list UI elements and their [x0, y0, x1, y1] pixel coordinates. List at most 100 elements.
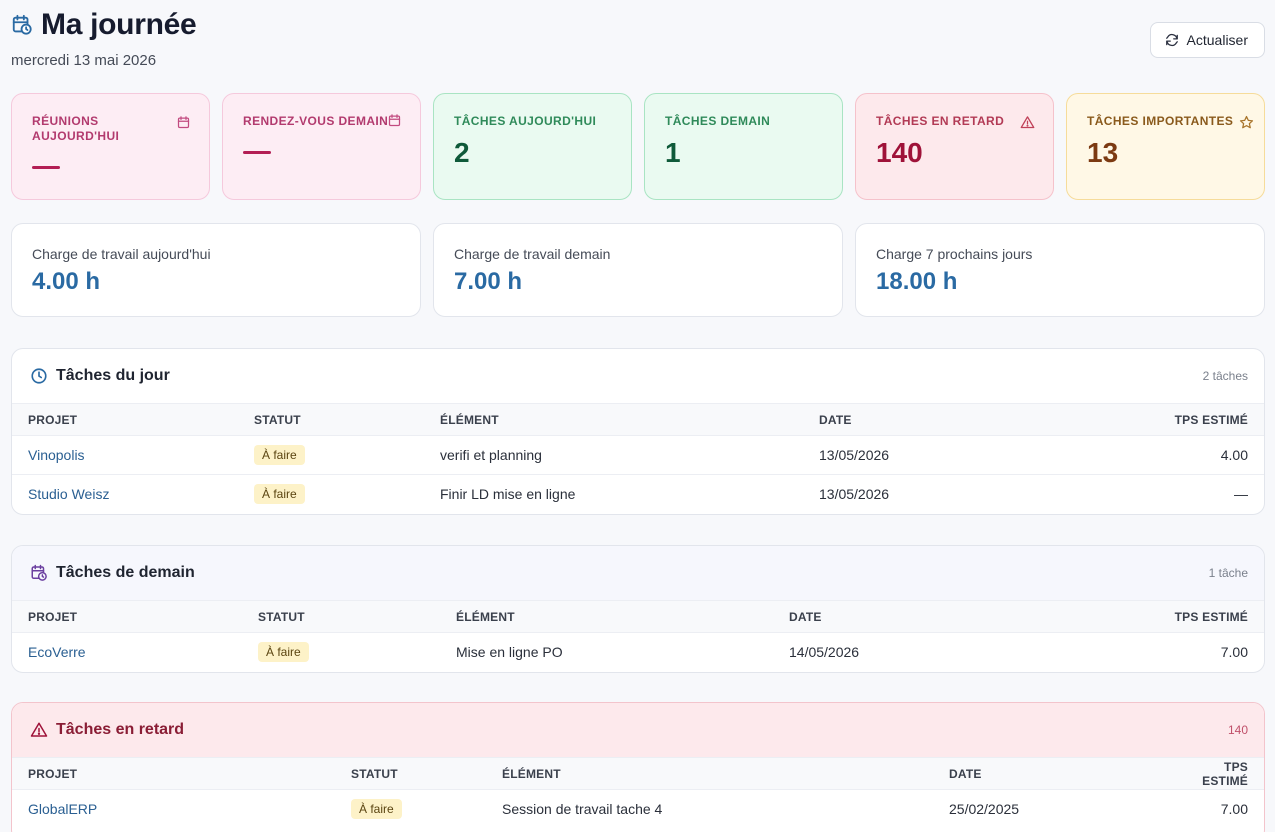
- stat-label: Tâches en retard: [876, 114, 1005, 128]
- column-element[interactable]: ÉLÉMENT: [424, 403, 803, 436]
- warning-icon: [30, 722, 48, 737]
- status-badge: À faire: [254, 445, 305, 465]
- stat-cards: Réunions aujourd'hui Rendez-vous demain …: [11, 93, 1265, 200]
- column-project[interactable]: PROJET: [12, 600, 242, 633]
- project-link[interactable]: Studio Weisz: [28, 486, 110, 503]
- workload-card-today: Charge de travail aujourd'hui 4.00 h: [11, 223, 421, 317]
- date-cell: 13/05/2026: [803, 435, 1063, 475]
- column-element[interactable]: ÉLÉMENT: [486, 757, 933, 790]
- date-cell: 13/05/2026: [819, 486, 890, 503]
- task-count: 1 tâche: [1208, 566, 1248, 580]
- column-status[interactable]: STATUT: [335, 757, 486, 790]
- panel-header: Tâches de demain 1 tâche: [12, 546, 1264, 600]
- column-project[interactable]: PROJET: [12, 403, 238, 436]
- workload-value: 7.00 h: [454, 268, 523, 295]
- stat-card-tasks-today[interactable]: Tâches aujourd'hui 2: [433, 93, 632, 200]
- column-estimate[interactable]: TPS ESTIMÉ: [1063, 403, 1264, 436]
- task-count: 2 tâches: [1202, 369, 1248, 383]
- date-cell: 14/05/2026: [789, 644, 860, 661]
- project-link[interactable]: EcoVerre: [28, 644, 86, 661]
- clock-icon: [31, 368, 47, 384]
- calendar-clock-icon: [31, 564, 47, 581]
- page-title: Ma journée: [41, 8, 197, 41]
- table-row[interactable]: GlobalERP À faire Session de travail tac…: [12, 790, 1264, 829]
- column-status[interactable]: STATUT: [238, 403, 424, 436]
- estimate-cell: 7.00: [1220, 801, 1248, 818]
- workload-label: Charge de travail aujourd'hui: [32, 246, 211, 262]
- status-badge: À faire: [258, 642, 309, 663]
- late-tasks-table: PROJET STATUT ÉLÉMENT DATE TPS ESTIMÉ Gl…: [12, 757, 1264, 829]
- table-row[interactable]: Studio Weisz À faire Finir LD mise en li…: [12, 475, 1264, 514]
- status-cell: À faire: [238, 475, 424, 514]
- table-header-row: PROJET STATUT ÉLÉMENT DATE TPS ESTIMÉ: [12, 600, 1264, 633]
- workload-value: 4.00 h: [32, 268, 101, 295]
- table-header-row: PROJET STATUT ÉLÉMENT DATE TPS ESTIMÉ: [12, 757, 1264, 790]
- refresh-button[interactable]: Actualiser: [1149, 22, 1265, 58]
- stat-label: Rendez-vous demain: [243, 114, 389, 128]
- estimate-cell: —: [1234, 486, 1248, 503]
- table-row[interactable]: Vinopolis À faire verifi et planning 13/…: [12, 435, 1264, 475]
- panel-title: Tâches en retard: [56, 721, 185, 738]
- element-cell: verifi et planning: [424, 435, 803, 475]
- tomorrow-tasks-table: PROJET STATUT ÉLÉMENT DATE TPS ESTIMÉ Ec…: [12, 600, 1264, 672]
- stat-card-tasks-tomorrow[interactable]: Tâches demain 1: [644, 93, 843, 200]
- column-estimate[interactable]: TPS ESTIMÉ: [1063, 600, 1264, 633]
- table-header-row: PROJET STATUT ÉLÉMENT DATE TPS ESTIMÉ: [12, 403, 1264, 436]
- column-date[interactable]: DATE: [933, 757, 1163, 790]
- stat-card-meetings-today[interactable]: Réunions aujourd'hui: [11, 93, 210, 200]
- column-date[interactable]: DATE: [803, 403, 1063, 436]
- status-cell: À faire: [242, 633, 440, 672]
- stat-label: Tâches demain: [665, 114, 771, 128]
- stat-empty-value: [32, 166, 60, 169]
- stat-label: Réunions aujourd'hui: [32, 114, 120, 143]
- page-date: mercredi 13 mai 2026: [11, 52, 157, 69]
- estimate-cell: 7.00: [1220, 644, 1248, 661]
- estimate-cell: 4.00: [1063, 435, 1264, 475]
- stat-card-appointments-tomorrow[interactable]: Rendez-vous demain: [222, 93, 421, 200]
- title-row: Ma journée: [11, 8, 1265, 42]
- project-link[interactable]: Vinopolis: [12, 435, 238, 475]
- date-cell: 25/02/2025: [949, 801, 1020, 818]
- warning-icon: [1020, 116, 1035, 129]
- column-project[interactable]: PROJET: [12, 757, 335, 790]
- stat-value: 140: [876, 137, 923, 168]
- stat-card-tasks-late[interactable]: Tâches en retard 140: [855, 93, 1054, 200]
- stat-value: 13: [1087, 137, 1119, 168]
- workload-label: Charge 7 prochains jours: [876, 246, 1033, 262]
- stat-card-tasks-important[interactable]: Tâches importantes 13: [1066, 93, 1265, 200]
- column-element[interactable]: ÉLÉMENT: [440, 600, 773, 633]
- element-cell: Session de travail tache 4: [502, 801, 663, 818]
- stat-empty-value: [243, 151, 271, 154]
- column-date[interactable]: DATE: [773, 600, 1063, 633]
- column-estimate[interactable]: TPS ESTIMÉ: [1163, 757, 1264, 790]
- panel-title: Tâches du jour: [56, 367, 170, 384]
- task-count: 140: [1227, 723, 1248, 737]
- workload-card-7-days: Charge 7 prochains jours 18.00 h: [855, 223, 1265, 317]
- today-tasks-table: PROJET STATUT ÉLÉMENT DATE TPS ESTIMÉ Vi…: [12, 403, 1264, 514]
- element-cell: Finir LD mise en ligne: [440, 486, 576, 503]
- refresh-label: Actualiser: [1186, 32, 1248, 48]
- tomorrow-tasks-panel: Tâches de demain 1 tâche PROJET STATUT É…: [11, 545, 1265, 673]
- status-cell: À faire: [335, 790, 486, 829]
- stat-label: Tâches importantes: [1087, 114, 1234, 128]
- status-cell: À faire: [238, 435, 424, 475]
- workload-card-tomorrow: Charge de travail demain 7.00 h: [433, 223, 843, 317]
- stat-value: 2: [454, 137, 470, 168]
- status-badge: À faire: [254, 484, 305, 505]
- page-header: Ma journée mercredi 13 mai 2026 Actualis…: [11, 8, 1265, 69]
- project-link[interactable]: GlobalERP: [28, 801, 98, 818]
- star-icon: [1239, 115, 1254, 129]
- status-badge: À faire: [351, 799, 402, 820]
- today-tasks-panel: Tâches du jour 2 tâches PROJET STATUT ÉL…: [11, 348, 1265, 515]
- calendar-clock-icon: [12, 14, 32, 35]
- panel-header: Tâches en retard 140: [12, 703, 1264, 757]
- calendar-icon: [388, 114, 401, 127]
- refresh-icon: [1165, 33, 1178, 47]
- stat-value: 1: [665, 137, 681, 168]
- panel-title: Tâches de demain: [56, 564, 195, 581]
- panel-header: Tâches du jour 2 tâches: [12, 349, 1264, 403]
- table-row[interactable]: EcoVerre À faire Mise en ligne PO 14/05/…: [12, 633, 1264, 672]
- workload-cards: Charge de travail aujourd'hui 4.00 h Cha…: [11, 223, 1265, 317]
- column-status[interactable]: STATUT: [242, 600, 440, 633]
- late-tasks-panel: Tâches en retard 140 PROJET STATUT ÉLÉME…: [11, 702, 1265, 832]
